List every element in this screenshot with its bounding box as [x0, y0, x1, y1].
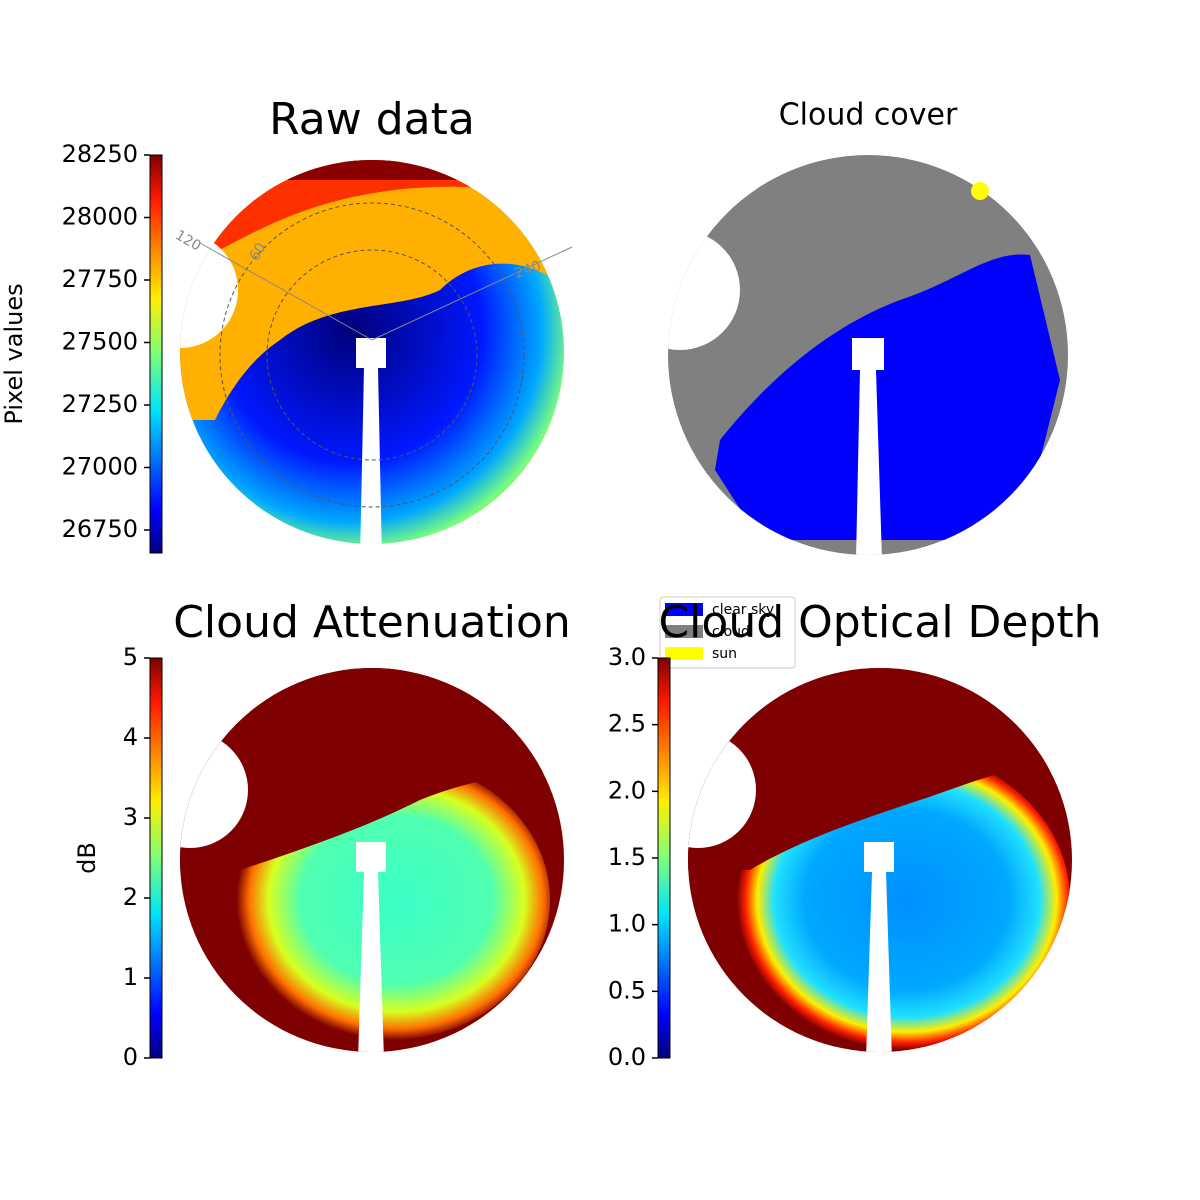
optical-depth-image [688, 668, 1072, 1052]
colorbar-tick-label: 27750 [62, 265, 138, 293]
legend-swatch [665, 603, 703, 616]
legend-label: clear sky [712, 602, 774, 618]
colorbar [149, 154, 163, 554]
cloud-cover-image [668, 155, 1068, 555]
colorbar-tick-label: 28250 [62, 140, 138, 168]
polar-label: 60 [247, 240, 270, 263]
colorbar-tick-label: 27250 [62, 390, 138, 418]
colorbar-tick-label: 4 [123, 723, 138, 751]
colorbar-tick-label: 5 [123, 643, 138, 671]
panel-title: Cloud Optical Depth [658, 597, 1101, 648]
legend-label: sun [712, 646, 737, 662]
colorbar-tick-label: 26750 [62, 515, 138, 543]
colorbar-tick-label: 27500 [62, 328, 138, 356]
colorbar-tick-label: 2 [123, 883, 138, 911]
sun-marker [971, 182, 989, 200]
legend-swatch [665, 647, 703, 660]
colorbar-tick-label: 0.5 [608, 976, 646, 1004]
colorbar-tick-label: 3 [123, 803, 138, 831]
colorbar-tick-label: 1.0 [608, 910, 646, 938]
polar-label: 120 [172, 227, 203, 254]
colorbar-tick-label: 27000 [62, 453, 138, 481]
colorbar-tick-label: 0.0 [608, 1043, 646, 1071]
colorbar-tick-label: 1 [123, 963, 138, 991]
legend-swatch [665, 625, 703, 638]
panel-title: Cloud Attenuation [173, 597, 571, 648]
colorbar [657, 657, 671, 1059]
panel-title: Raw data [269, 94, 475, 145]
colorbar-tick-label: 1.5 [608, 843, 646, 871]
colorbar-tick-label: 2.0 [608, 776, 646, 804]
polar-grid [199, 202, 573, 508]
colorbar-label: dB [73, 842, 101, 874]
attenuation-image [180, 668, 564, 1052]
colorbar-label: Pixel values [0, 283, 28, 424]
legend-label: cloud [712, 624, 750, 640]
raw-image [180, 160, 564, 544]
colorbar-tick-label: 0 [123, 1043, 138, 1071]
panel-title: Cloud cover [779, 98, 958, 133]
colorbar [149, 657, 163, 1059]
colorbar-tick-label: 2.5 [608, 710, 646, 738]
colorbar-tick-label: 3.0 [608, 643, 646, 671]
colorbar-tick-label: 28000 [62, 203, 138, 231]
